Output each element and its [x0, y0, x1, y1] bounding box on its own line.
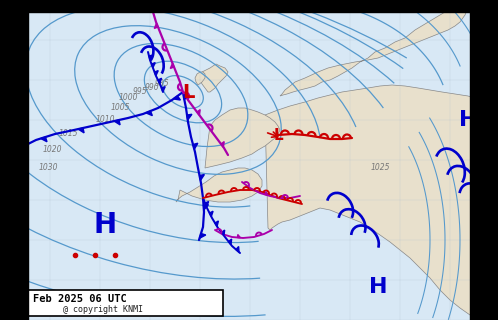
Polygon shape — [149, 55, 153, 60]
Text: H: H — [459, 110, 477, 130]
Polygon shape — [200, 174, 204, 180]
FancyBboxPatch shape — [28, 290, 223, 316]
Polygon shape — [176, 168, 262, 202]
Text: 1015: 1015 — [58, 130, 78, 139]
Text: H: H — [369, 277, 387, 297]
Polygon shape — [158, 78, 161, 84]
Polygon shape — [265, 192, 268, 196]
Text: 1000: 1000 — [118, 93, 138, 102]
Polygon shape — [236, 246, 239, 252]
Text: 1020: 1020 — [42, 146, 62, 155]
Bar — [470, 0, 498, 320]
Polygon shape — [114, 120, 120, 125]
Polygon shape — [183, 94, 188, 100]
Polygon shape — [200, 234, 206, 238]
Text: 1030: 1030 — [38, 164, 58, 172]
Polygon shape — [187, 114, 192, 120]
Polygon shape — [146, 111, 152, 116]
Polygon shape — [161, 87, 165, 92]
Polygon shape — [265, 85, 498, 320]
Polygon shape — [193, 143, 198, 149]
Text: 990: 990 — [145, 84, 159, 92]
Polygon shape — [154, 23, 158, 28]
Polygon shape — [154, 71, 158, 76]
Text: H: H — [94, 211, 117, 239]
Polygon shape — [170, 63, 174, 68]
Bar — [0, 0, 498, 12]
Polygon shape — [200, 64, 228, 92]
Text: @ copyright KNMI: @ copyright KNMI — [63, 305, 143, 314]
Polygon shape — [229, 239, 232, 245]
Polygon shape — [221, 142, 224, 147]
Text: L: L — [273, 127, 283, 142]
Polygon shape — [222, 230, 225, 236]
Polygon shape — [204, 205, 209, 210]
Text: 1010: 1010 — [95, 116, 115, 124]
Polygon shape — [151, 63, 155, 68]
Text: 1005: 1005 — [110, 103, 130, 113]
Polygon shape — [205, 108, 280, 168]
Polygon shape — [197, 110, 200, 115]
Polygon shape — [78, 128, 84, 133]
Polygon shape — [173, 96, 180, 100]
Polygon shape — [238, 235, 241, 238]
Text: 995: 995 — [132, 87, 147, 97]
Text: Feb 2025 06 UTC: Feb 2025 06 UTC — [33, 294, 127, 304]
Polygon shape — [280, 0, 470, 96]
Text: 985: 985 — [155, 78, 169, 87]
Polygon shape — [205, 202, 209, 207]
Text: L: L — [182, 83, 194, 101]
Polygon shape — [41, 137, 47, 142]
Polygon shape — [210, 211, 213, 217]
Polygon shape — [195, 72, 205, 85]
Text: 1025: 1025 — [370, 164, 390, 172]
Polygon shape — [215, 221, 219, 227]
Bar — [0, 0, 28, 320]
